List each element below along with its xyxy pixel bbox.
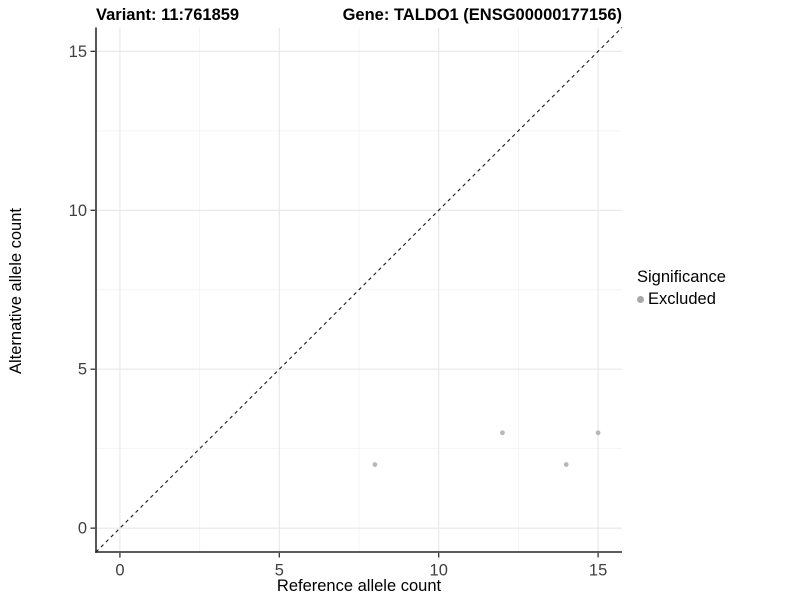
x-tick-label: 15 xyxy=(589,562,607,580)
legend: Significance Excluded xyxy=(637,268,726,309)
x-tick-label: 5 xyxy=(275,562,284,580)
legend-item-excluded: Excluded xyxy=(637,290,726,309)
plot-title-gene: Gene: TALDO1 (ENSG00000177156) xyxy=(342,6,622,24)
x-tick-label: 10 xyxy=(430,562,448,580)
y-tick-label: 5 xyxy=(78,361,87,379)
identity-line xyxy=(95,27,623,553)
data-point xyxy=(563,462,569,467)
y-axis-title: Alternative allele count xyxy=(7,208,25,375)
x-tick-label: 0 xyxy=(115,562,124,580)
plot-title: Variant: 11:761859 Gene: TALDO1 (ENSG000… xyxy=(96,6,622,25)
y-tick-label: 0 xyxy=(78,520,87,538)
legend-item-label: Excluded xyxy=(648,290,716,308)
data-point xyxy=(500,430,505,436)
x-axis-title: Reference allele count xyxy=(276,577,442,595)
plot-title-variant: Variant: 11:761859 xyxy=(96,6,240,24)
legend-point-icon xyxy=(637,296,644,303)
data-point xyxy=(595,430,601,436)
y-tick-label: 15 xyxy=(69,43,87,61)
legend-title: Significance xyxy=(637,268,726,286)
y-tick-label: 10 xyxy=(69,202,87,220)
data-point xyxy=(372,462,378,467)
